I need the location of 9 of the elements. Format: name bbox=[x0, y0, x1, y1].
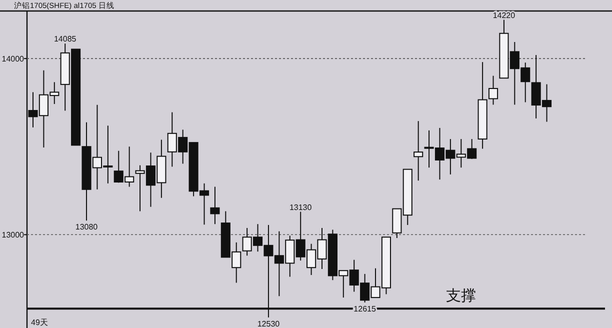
ytick: 13000 bbox=[2, 230, 24, 240]
annotation: 14085 bbox=[54, 34, 76, 44]
annotation: 13080 bbox=[75, 222, 98, 232]
ref-label: 支撑 bbox=[446, 288, 476, 305]
annotation: 14220 bbox=[492, 10, 516, 20]
annotation: 49天 bbox=[31, 318, 48, 327]
annotation: 12530 bbox=[257, 319, 280, 328]
ytick: 14000 bbox=[2, 54, 24, 64]
annotation: 13130 bbox=[289, 202, 312, 212]
